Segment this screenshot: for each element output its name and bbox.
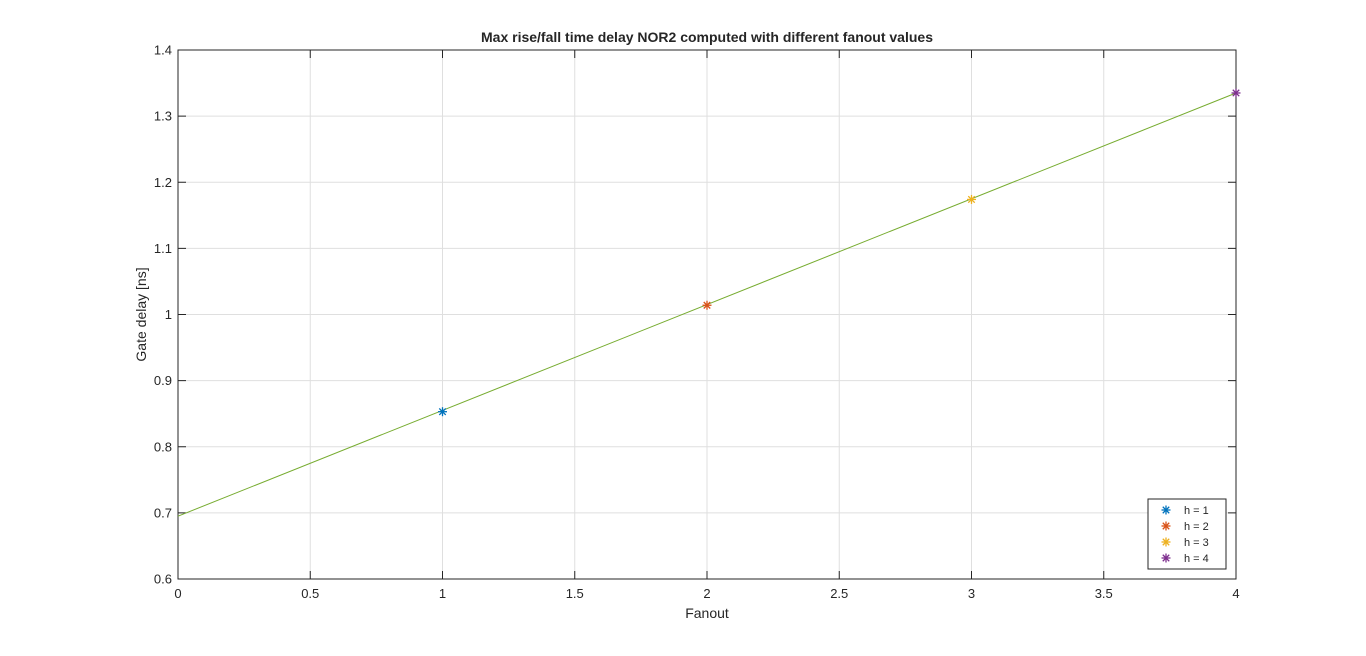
x-tick-label: 2.5 (830, 586, 848, 601)
x-tick-label: 0 (174, 586, 181, 601)
y-axis-label: Gate delay [ns] (133, 267, 149, 361)
y-tick-label: 0.9 (154, 373, 172, 388)
axes: 0 0.5 1 1.5 2 2.5 3 3.5 4 0.6 0.7 0.8 0.9 1 1.1 1.2 1.3 1… (154, 43, 1240, 602)
y-tick-label: 0.8 (154, 439, 172, 454)
x-tick-label: 3.5 (1095, 586, 1113, 601)
data-point-marker (438, 407, 447, 417)
y-tick-label: 0.7 (154, 505, 172, 520)
data-point-marker (702, 300, 712, 310)
data-point-marker (967, 194, 976, 204)
legend-entry-label: h = 3 (1184, 537, 1209, 549)
y-tick-label: 1.3 (154, 109, 172, 124)
x-axis-label: Fanout (685, 605, 729, 621)
y-tick-label: 1.2 (154, 175, 172, 190)
x-tick-label: 1.5 (566, 586, 584, 601)
y-tick-label: 1.1 (154, 241, 172, 256)
legend-marker (1161, 537, 1171, 547)
x-tick-label: 0.5 (301, 586, 319, 601)
x-tick-label: 2 (703, 586, 710, 601)
series-layer (177, 88, 1241, 517)
x-tick-label: 4 (1232, 586, 1239, 601)
legend-marker (1161, 553, 1171, 563)
data-point-marker (1231, 88, 1241, 98)
x-tick-label: 3 (968, 586, 975, 601)
legend-entry-label: h = 4 (1184, 553, 1209, 565)
legend-entry-label: h = 2 (1184, 521, 1209, 533)
y-tick-label: 0.6 (154, 572, 172, 587)
legend-marker (1161, 505, 1171, 515)
legend-entry-label: h = 1 (1184, 505, 1209, 517)
legend: h = 1 h = 2 h = 3 h = 4 (1147, 498, 1227, 570)
x-tick-label: 1 (439, 586, 446, 601)
text-layer: Max rise/fall time delay NOR2 computed w… (133, 29, 933, 621)
legend-box (1147, 498, 1227, 570)
y-tick-label: 1 (165, 307, 172, 322)
chart-title: Max rise/fall time delay NOR2 computed w… (481, 29, 933, 45)
y-tick-label: 1.4 (154, 43, 172, 58)
legend-marker (1161, 521, 1171, 531)
